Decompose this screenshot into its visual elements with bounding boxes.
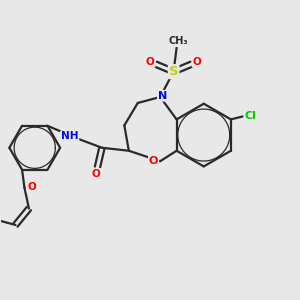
Text: NH: NH	[61, 131, 78, 141]
Text: O: O	[146, 57, 155, 67]
Text: Cl: Cl	[244, 111, 256, 121]
Text: S: S	[169, 65, 178, 78]
Text: O: O	[149, 156, 158, 166]
Text: O: O	[28, 182, 36, 192]
Text: CH₃: CH₃	[168, 36, 188, 46]
Text: O: O	[193, 57, 201, 67]
Text: N: N	[158, 91, 167, 101]
Text: O: O	[92, 169, 100, 179]
